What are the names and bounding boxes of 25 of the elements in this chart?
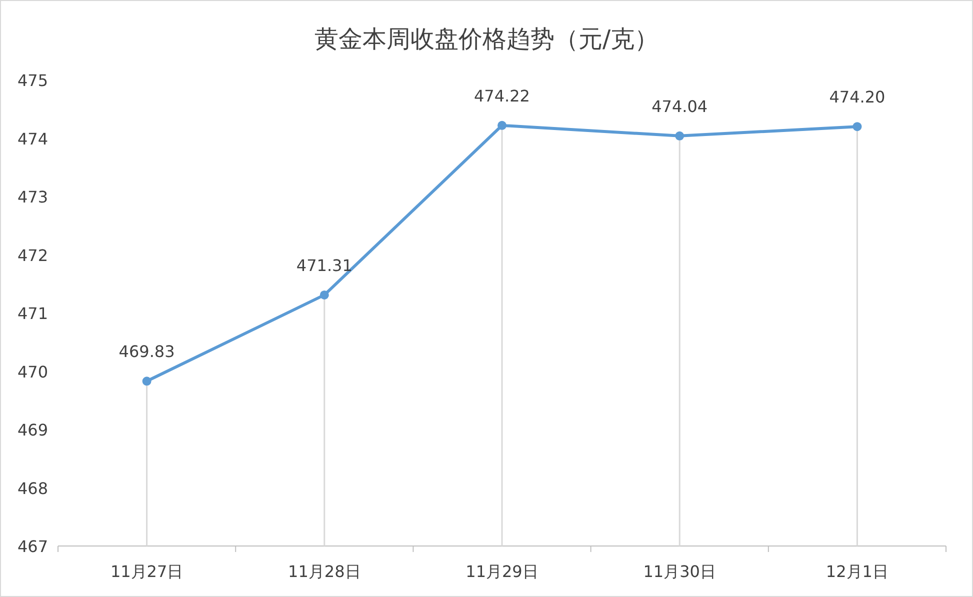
y-tick-label: 472 (17, 246, 48, 265)
y-tick-label: 470 (17, 362, 48, 382)
y-tick-label: 469 (17, 420, 48, 440)
point (675, 131, 684, 140)
x-tick-label: 11月28日 (288, 562, 361, 581)
data-label: 471.31 (296, 256, 352, 275)
data-label: 474.04 (652, 96, 708, 116)
y-tick-label: 471 (17, 304, 48, 323)
chart-title: 黄金本周收盘价格趋势（元/克） (314, 25, 659, 53)
point (498, 120, 506, 130)
data-label: 474.20 (829, 88, 886, 107)
data-label: 469.83 (118, 342, 175, 362)
point (852, 122, 862, 132)
y-tick-label: 474 (17, 129, 48, 148)
point (320, 290, 329, 300)
x-tick-label: 11月27日 (110, 562, 184, 581)
data-label: 474.22 (474, 86, 530, 106)
y-tick-label: 467 (17, 537, 48, 556)
point (142, 376, 152, 386)
x-tick-label: 11月29日 (466, 562, 538, 581)
x-tick-label: 12月1日 (826, 562, 888, 581)
y-tick-label: 468 (17, 478, 48, 498)
y-tick-label: 473 (17, 188, 48, 206)
y-tick-label: 475 (17, 71, 48, 90)
x-tick-label: 11月30日 (643, 562, 716, 581)
